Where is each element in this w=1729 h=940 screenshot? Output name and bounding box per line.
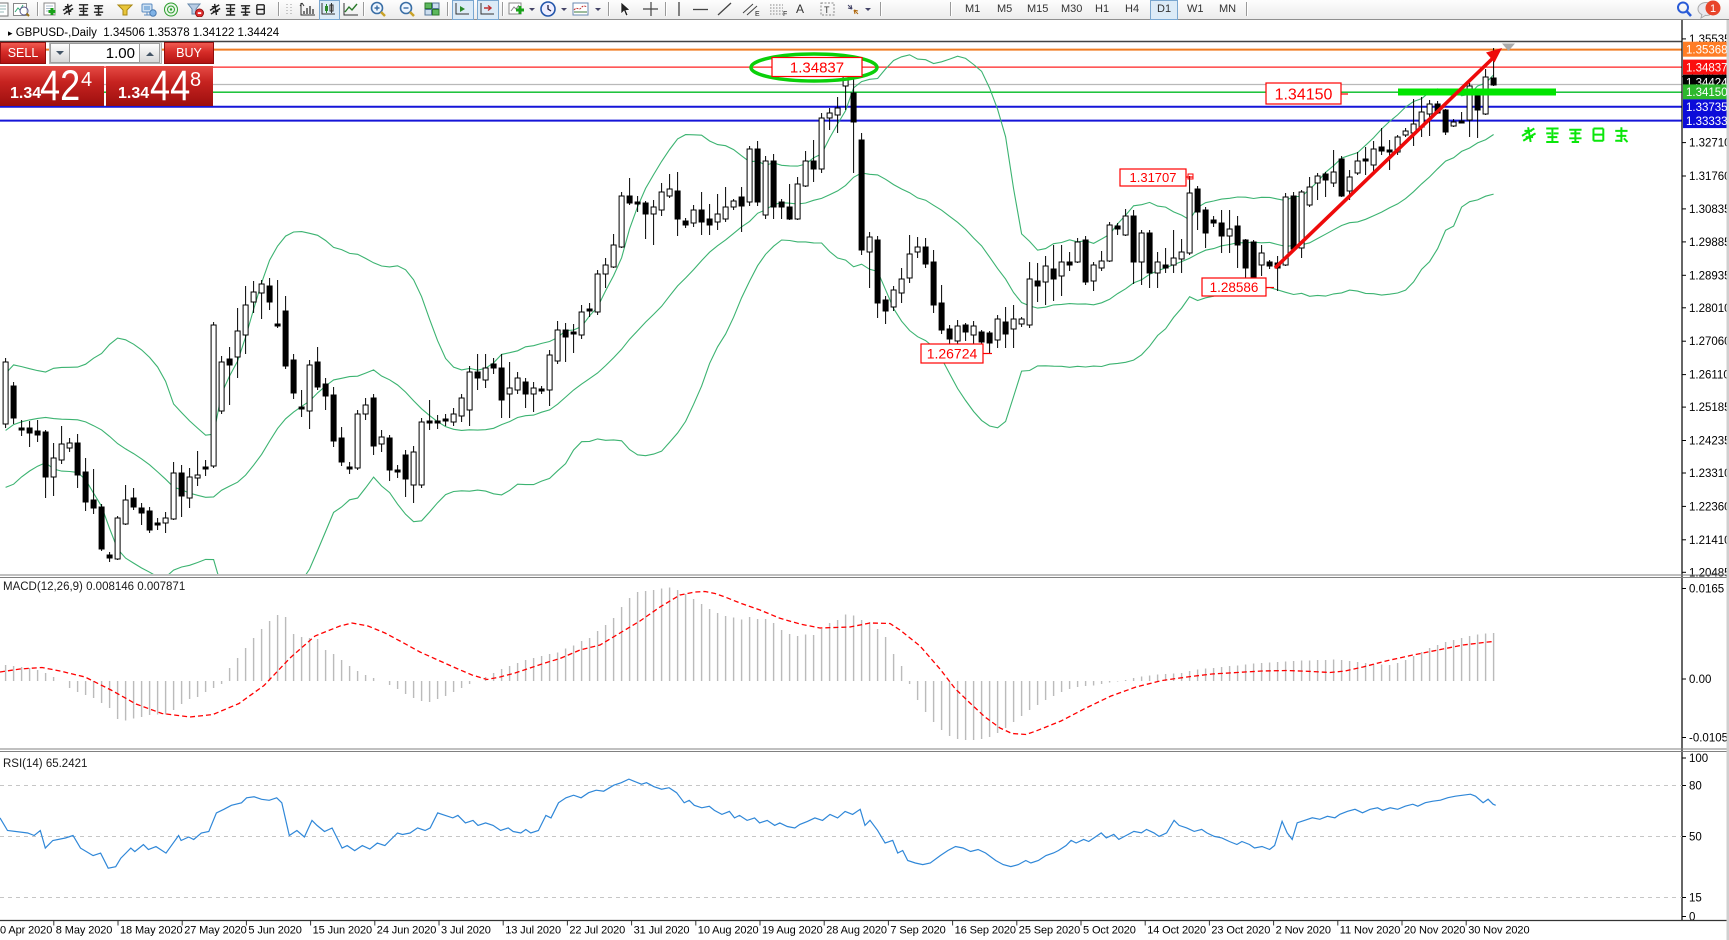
- svg-text:1.29885: 1.29885: [1689, 237, 1729, 249]
- svg-text:28 Aug 2020: 28 Aug 2020: [826, 925, 887, 937]
- svg-text:1.32710: 1.32710: [1689, 138, 1729, 150]
- svg-text:1.31760: 1.31760: [1689, 171, 1729, 183]
- svg-text:31 Jul 2020: 31 Jul 2020: [634, 925, 690, 937]
- svg-text:13 Jul 2020: 13 Jul 2020: [505, 925, 561, 937]
- svg-text:80: 80: [1689, 781, 1702, 793]
- svg-text:1.34837: 1.34837: [790, 59, 844, 76]
- svg-text:1.26724: 1.26724: [927, 346, 978, 362]
- svg-text:19 Aug 2020: 19 Aug 2020: [762, 925, 823, 937]
- svg-text:MACD(12,26,9) 0.008146 0.00787: MACD(12,26,9) 0.008146 0.007871: [3, 581, 185, 593]
- svg-text:3 Jul 2020: 3 Jul 2020: [441, 925, 491, 937]
- svg-text:1.20485: 1.20485: [1689, 567, 1729, 579]
- svg-text:E: E: [755, 11, 760, 17]
- svg-text:0 Apr 2020: 0 Apr 2020: [0, 925, 52, 937]
- svg-text:5 Oct 2020: 5 Oct 2020: [1083, 925, 1136, 937]
- svg-text:1.31707: 1.31707: [1130, 170, 1177, 185]
- svg-text:23 Oct 2020: 23 Oct 2020: [1211, 925, 1270, 937]
- svg-text:100: 100: [1689, 753, 1708, 765]
- svg-text:T: T: [824, 5, 830, 15]
- svg-text:24 Jun 2020: 24 Jun 2020: [377, 925, 436, 937]
- svg-text:0.00: 0.00: [1689, 674, 1711, 686]
- svg-text:1.28586: 1.28586: [1210, 280, 1259, 295]
- svg-text:1.34150: 1.34150: [1275, 86, 1333, 103]
- svg-text:1.33735: 1.33735: [1686, 102, 1728, 114]
- svg-text:22 Jul 2020: 22 Jul 2020: [569, 925, 625, 937]
- svg-text:1.21410: 1.21410: [1689, 535, 1729, 547]
- svg-text:15 Jun 2020: 15 Jun 2020: [313, 925, 372, 937]
- svg-text:20 Nov 2020: 20 Nov 2020: [1404, 925, 1465, 937]
- svg-text:1.35368: 1.35368: [1686, 44, 1728, 56]
- svg-text:1.28935: 1.28935: [1689, 270, 1729, 282]
- svg-text:50: 50: [1689, 832, 1702, 844]
- svg-text:1.28010: 1.28010: [1689, 303, 1729, 315]
- svg-text:1.26110: 1.26110: [1689, 370, 1729, 382]
- svg-text:10 Aug 2020: 10 Aug 2020: [698, 925, 759, 937]
- svg-text:16 Sep 2020: 16 Sep 2020: [955, 925, 1016, 937]
- svg-text:5 Jun 2020: 5 Jun 2020: [248, 925, 301, 937]
- svg-text:1: 1: [1710, 3, 1716, 15]
- svg-text:1.27060: 1.27060: [1689, 336, 1729, 348]
- svg-text:11 Nov 2020: 11 Nov 2020: [1340, 925, 1400, 937]
- svg-text:1.23310: 1.23310: [1689, 468, 1729, 480]
- svg-text:1.22360: 1.22360: [1689, 501, 1729, 513]
- svg-text:1.33333: 1.33333: [1686, 116, 1728, 128]
- svg-text:RSI(14) 65.2421: RSI(14) 65.2421: [3, 758, 87, 770]
- svg-text:7 Sep 2020: 7 Sep 2020: [890, 925, 945, 937]
- svg-text:F: F: [783, 11, 787, 17]
- svg-text:18 May 2020: 18 May 2020: [120, 925, 183, 937]
- svg-text:25 Sep 2020: 25 Sep 2020: [1019, 925, 1080, 937]
- svg-text:1.30835: 1.30835: [1689, 204, 1729, 216]
- svg-text:8 May 2020: 8 May 2020: [56, 925, 112, 937]
- svg-text:-0.010571: -0.010571: [1689, 733, 1729, 745]
- svg-text:15: 15: [1689, 893, 1702, 905]
- svg-text:1.25185: 1.25185: [1689, 402, 1729, 414]
- svg-text:0.0165: 0.0165: [1689, 584, 1724, 596]
- svg-text:14 Oct 2020: 14 Oct 2020: [1147, 925, 1206, 937]
- svg-text:1.34837: 1.34837: [1686, 62, 1728, 74]
- svg-text:30 Nov 2020: 30 Nov 2020: [1468, 925, 1529, 937]
- svg-text:2 Nov 2020: 2 Nov 2020: [1276, 925, 1331, 937]
- svg-text:1.24235: 1.24235: [1689, 436, 1729, 448]
- svg-text:0: 0: [1689, 912, 1695, 924]
- svg-text:1.34150: 1.34150: [1686, 87, 1728, 99]
- svg-text:27 May 2020: 27 May 2020: [184, 925, 247, 937]
